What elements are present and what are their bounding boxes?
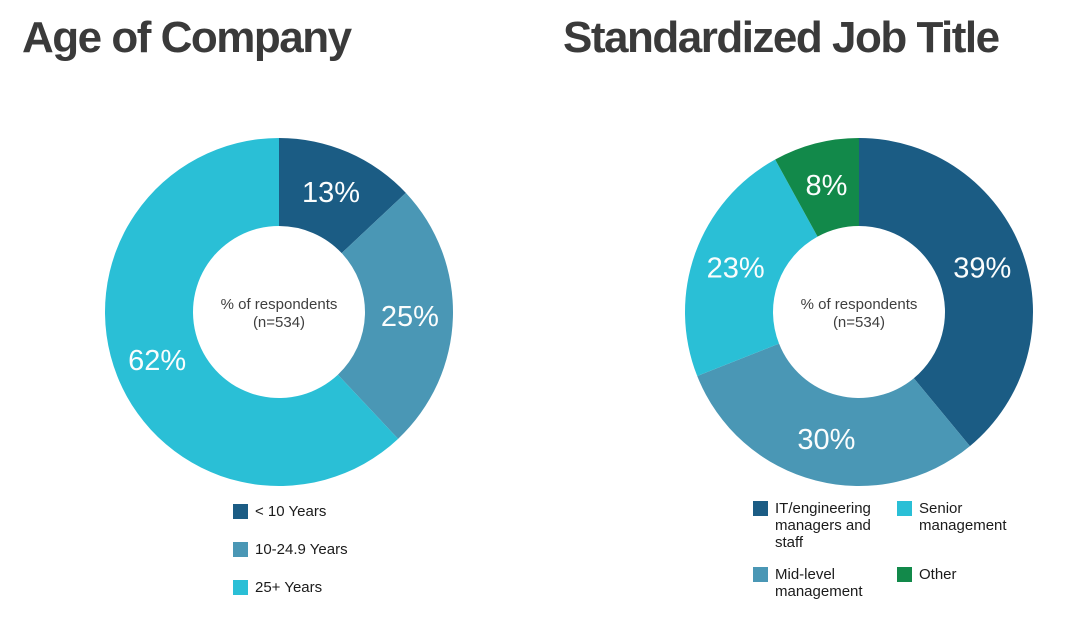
legend-label: Senior management — [919, 500, 1007, 534]
donut-standardized-job-title: 39% 30% 23% 8% % of respondents (n=534) — [679, 132, 1039, 492]
pie-slice-1 — [337, 192, 453, 439]
donut-svg: 13% 25% 62% % of respondents(n=534) — [104, 138, 453, 486]
legend-swatch — [897, 501, 912, 516]
pie-slice-0 — [859, 138, 1033, 447]
pie-slice-2 — [685, 159, 818, 377]
legend-item: 25+ Years — [233, 579, 348, 596]
donut-svg: 39% 30% 23% 8% % of respondents(n=534) — [685, 138, 1033, 486]
slice-label-0: 39% — [953, 253, 1011, 285]
legend-item: < 10 Years — [233, 503, 348, 520]
legend-swatch — [897, 567, 912, 582]
legend-swatch — [233, 504, 248, 519]
donut-age-of-company: 13% 25% 62% % of respondents (n=534) — [99, 132, 459, 492]
donut-center-label-0: % of respondents — [801, 296, 918, 313]
slice-label-0: 13% — [302, 177, 360, 209]
pie-slice-0 — [279, 138, 406, 254]
slice-label-2: 62% — [128, 345, 186, 377]
pie-slice-2 — [104, 138, 399, 486]
legend-label: < 10 Years — [255, 503, 327, 520]
slice-label-1: 25% — [381, 301, 439, 333]
legend-swatch — [233, 580, 248, 595]
chart-title-age-of-company: Age of Company — [22, 13, 352, 62]
legend-swatch — [753, 567, 768, 582]
legend-age-of-company: < 10 Years 10-24.9 Years 25+ Years — [233, 503, 348, 596]
legend-item: Mid-level management — [753, 566, 897, 600]
pie-slice-1 — [697, 343, 970, 486]
slice-label-1: 30% — [797, 424, 855, 456]
legend-swatch — [233, 542, 248, 557]
donut-center-label-1: (n=534) — [253, 314, 305, 331]
slice-label-2: 23% — [707, 253, 765, 285]
legend-swatch — [753, 501, 768, 516]
legend-item: Other — [897, 566, 1027, 600]
legend-label: Other — [919, 566, 957, 583]
legend-item: IT/engineering managers and staff — [753, 500, 897, 551]
slice-label-3: 8% — [805, 170, 847, 202]
legend-label: IT/engineering managers and staff — [775, 500, 871, 551]
legend-item: 10-24.9 Years — [233, 541, 348, 558]
legend-label: 25+ Years — [255, 579, 323, 596]
pie-slice-3 — [775, 138, 859, 237]
donut-center-label-0: % of respondents — [221, 296, 338, 313]
donut-center-label-1: (n=534) — [833, 314, 885, 331]
legend-standardized-job-title: IT/engineering managers and staff Senior … — [753, 500, 1027, 600]
legend-item: Senior management — [897, 500, 1027, 551]
legend-label: 10-24.9 Years — [255, 541, 348, 558]
chart-title-standardized-job-title: Standardized Job Title — [563, 13, 1000, 62]
legend-label: Mid-level management — [775, 566, 863, 600]
